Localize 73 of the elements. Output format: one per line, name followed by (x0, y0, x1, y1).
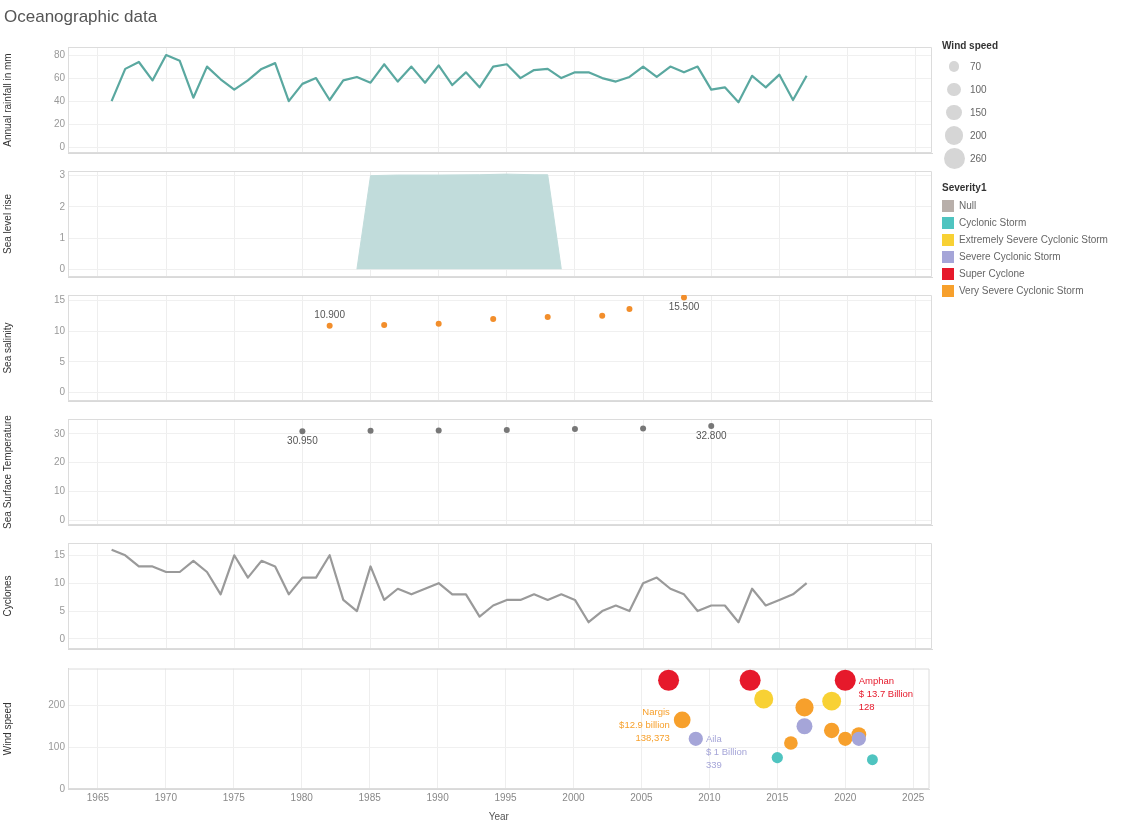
y-axis-title: Sea salinity (1, 322, 13, 374)
annotation: Amphan $ 13.7 Billion 128 (858, 674, 914, 712)
y-axis-title: Cyclones (1, 575, 13, 617)
point (680, 295, 687, 301)
annotation: Aila $ 1 Billion 339 (705, 733, 748, 771)
data-label: 30.950 (287, 434, 319, 446)
y-tick-label: 100 (48, 740, 66, 752)
legend-label: Super Cyclone (959, 268, 1025, 279)
y-tick-label: 3 (59, 169, 66, 181)
x-tick-label: 2020 (834, 791, 857, 803)
y-tick-label: 20 (53, 456, 66, 468)
y-tick-label: 5 (59, 604, 66, 616)
point (626, 306, 633, 313)
text: Wind speed (942, 40, 999, 51)
y-tick-label: 15 (53, 294, 66, 306)
x-tick-label: 1985 (358, 791, 382, 803)
x-tick-label: 1970 (154, 791, 178, 803)
y-axis-title: Sea Surface Temperature (1, 414, 13, 529)
legend-label: 260 (970, 153, 987, 164)
y-tick-label: 20 (53, 117, 66, 129)
x-axis-title: Year (488, 810, 510, 822)
point (599, 312, 606, 319)
y-tick-label: 2 (59, 200, 66, 212)
y-tick-label: 30 (53, 427, 66, 439)
data-label: 10.900 (314, 309, 346, 321)
y-tick-label: 0 (59, 782, 66, 794)
x-tick-label: 2015 (766, 791, 789, 803)
legend-label: Very Severe Cyclonic Storm (959, 285, 1084, 296)
y-tick-label: 10 (53, 485, 66, 497)
y-tick-label: 5 (59, 355, 66, 367)
x-tick-label: 1980 (290, 791, 314, 803)
legend-label: Cyclonic Storm (959, 217, 1027, 228)
legend-label: Null (959, 200, 977, 211)
y-axis-title: Annual rainfall in mm (1, 53, 13, 147)
legend-label: 100 (970, 84, 987, 95)
point (326, 322, 333, 329)
chart-title: Oceanographic data (3, 6, 159, 28)
x-tick-label: 1975 (222, 791, 246, 803)
legend-label: Severe Cyclonic Storm (959, 251, 1061, 262)
data-label: 32.800 (695, 429, 727, 441)
y-tick-label: 60 (53, 71, 66, 83)
point (490, 315, 497, 322)
y-tick-label: 15 (53, 549, 66, 561)
point (435, 320, 442, 327)
y-tick-label: 0 (59, 140, 66, 152)
legend-title: Severity1 (942, 182, 988, 193)
y-axis-title: Sea level rise (1, 193, 13, 255)
point (381, 322, 388, 329)
y-tick-label: 80 (53, 48, 66, 60)
y-tick-label: 1 (59, 231, 66, 243)
legend-label: 70 (970, 61, 982, 72)
data-label: 15.500 (668, 301, 700, 313)
y-tick-label: 40 (53, 94, 66, 106)
y-tick-label: 0 (59, 632, 66, 644)
y-tick-label: 0 (59, 386, 66, 398)
legend-label: 200 (970, 130, 987, 141)
x-tick-label: 1965 (86, 791, 110, 803)
x-tick-label: 2025 (902, 791, 925, 803)
y-tick-label: 0 (59, 262, 66, 274)
x-tick-label: 2000 (562, 791, 586, 803)
y-tick-label: 10 (53, 576, 66, 588)
y-tick-label: 200 (48, 699, 66, 711)
y-axis-title: Wind speed (1, 702, 13, 756)
x-tick-label: 1990 (426, 791, 450, 803)
point (544, 314, 551, 321)
legend-label: Extremely Severe Cyclonic Storm (959, 234, 1108, 245)
y-tick-label: 0 (59, 513, 66, 525)
annotation: Nargis $12.9 billion 138,373 (619, 706, 671, 744)
x-tick-label: 1995 (494, 791, 518, 803)
x-tick-label: 2005 (630, 791, 653, 803)
x-tick-label: 2010 (698, 791, 721, 803)
y-tick-label: 10 (53, 324, 66, 336)
legend-label: 150 (970, 107, 987, 118)
